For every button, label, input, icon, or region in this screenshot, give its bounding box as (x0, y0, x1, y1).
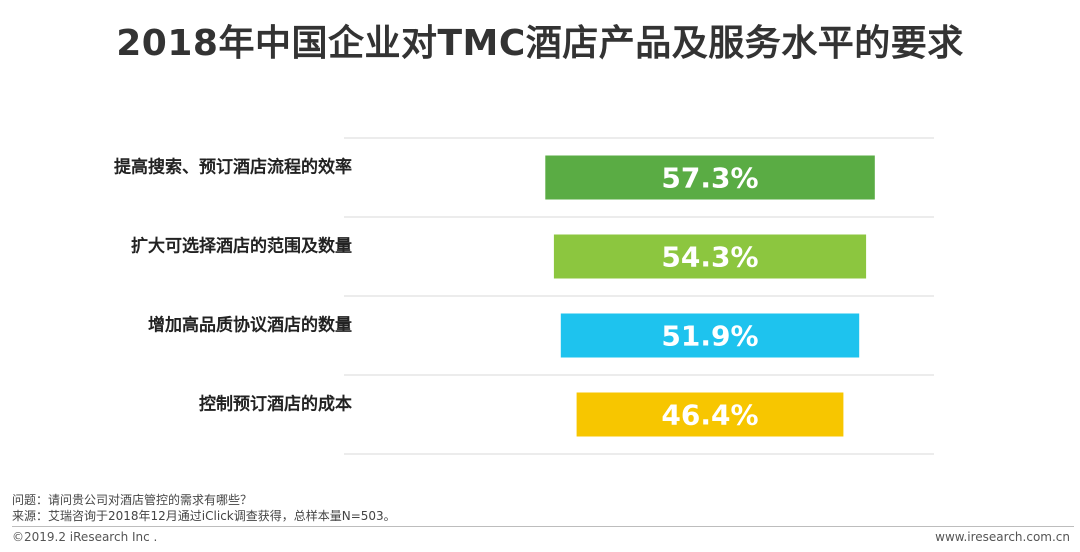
bar (560, 313, 860, 358)
chart-title: 2018年中国企业对TMC酒店产品及服务水平的要求 (116, 23, 964, 64)
footer-divider (12, 526, 1074, 527)
category-label: 扩大可选择酒店的范围及数量 (131, 236, 352, 257)
bar-value-label: 57.3% (661, 162, 758, 195)
bar-value-label: 46.4% (661, 399, 758, 432)
bar-chart: 57.3% 提高搜索、预订酒店流程的效率 54.3% 扩大可选择酒店的范围及数量 51.… (114, 137, 934, 455)
bar-value-label: 54.3% (661, 241, 758, 274)
bar (576, 392, 844, 437)
category-label: 增加高品质协议酒店的数量 (148, 315, 352, 336)
bar-value-label: 51.9% (661, 320, 758, 353)
category-label: 控制预订酒店的成本 (199, 394, 352, 415)
website-link[interactable]: www.iresearch.com.cn (935, 530, 1070, 544)
bar (545, 155, 875, 200)
footer-notes: 问题：请问贵公司对酒店管控的需求有哪些？ 来源：艾瑞咨询于2018年12月通过i… (12, 492, 396, 524)
copyright: ©2019.2 iResearch Inc . (12, 530, 158, 544)
question-note: 问题：请问贵公司对酒店管控的需求有哪些？ (12, 493, 253, 507)
source-note: 来源：艾瑞咨询于2018年12月通过iClick调查获得，总样本量N=503。 (12, 509, 396, 523)
bar (553, 234, 867, 279)
category-label: 提高搜索、预订酒店流程的效率 (114, 157, 352, 178)
